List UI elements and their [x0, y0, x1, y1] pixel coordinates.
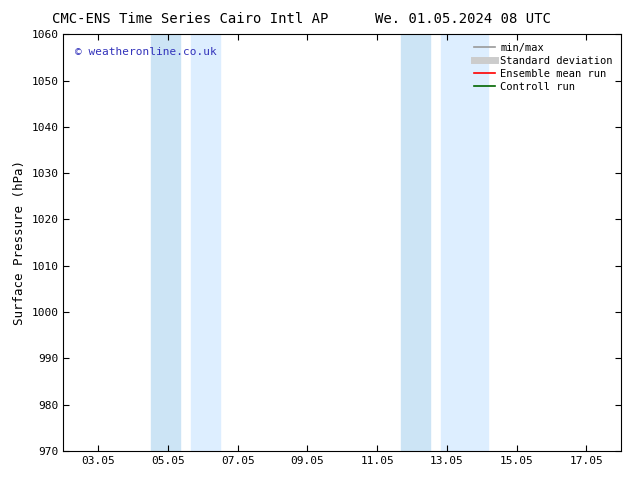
Text: CMC-ENS Time Series Cairo Intl AP: CMC-ENS Time Series Cairo Intl AP [52, 12, 328, 26]
Bar [150, 34, 179, 451]
Bar [401, 34, 429, 451]
Y-axis label: Surface Pressure (hPa): Surface Pressure (hPa) [13, 160, 26, 325]
Text: © weatheronline.co.uk: © weatheronline.co.uk [75, 47, 216, 57]
Text: We. 01.05.2024 08 UTC: We. 01.05.2024 08 UTC [375, 12, 551, 26]
Legend: min/max, Standard deviation, Ensemble mean run, Controll run: min/max, Standard deviation, Ensemble me… [471, 40, 616, 95]
Bar [191, 34, 221, 451]
Bar [441, 34, 488, 451]
